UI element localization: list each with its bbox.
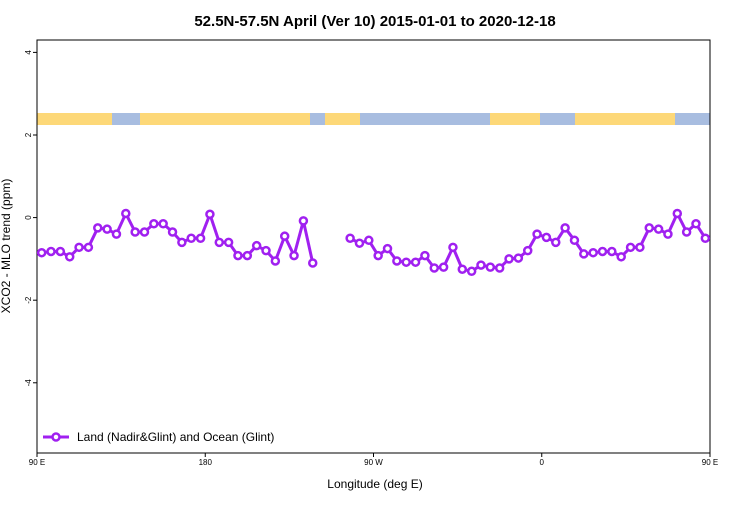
data-point (551, 237, 561, 248)
data-point (485, 262, 496, 272)
data-point (532, 229, 542, 239)
x-tick-label: 90 E (702, 458, 718, 467)
data-point (186, 233, 196, 243)
data-point (279, 231, 290, 241)
data-point (513, 253, 524, 263)
data-point (354, 238, 365, 248)
data-point (55, 246, 66, 257)
data-point (560, 223, 570, 233)
y-tick-label: -4 (24, 379, 33, 387)
data-point (36, 247, 47, 258)
y-tick-label: 4 (24, 50, 33, 55)
data-point (130, 227, 140, 237)
data-point (74, 242, 84, 253)
data-point (522, 245, 533, 256)
data-point (139, 227, 150, 237)
data-point (672, 208, 683, 219)
data-point (457, 264, 468, 274)
data-point (158, 219, 168, 229)
data-point (597, 246, 608, 257)
data-point (298, 216, 309, 226)
data-point (410, 257, 421, 267)
data-point (392, 256, 402, 266)
data-point (494, 263, 505, 273)
data-point (345, 233, 355, 243)
y-tick-label: 0 (24, 215, 33, 220)
data-point (167, 227, 178, 237)
data-point (121, 208, 131, 219)
x-tick-label: 90 E (29, 458, 45, 467)
data-point (653, 224, 664, 234)
data-point (64, 252, 75, 262)
data-point (504, 254, 514, 264)
data-point (579, 249, 589, 259)
data-point (46, 246, 56, 257)
data-point (195, 233, 206, 243)
data-point (233, 250, 243, 261)
data-point (438, 262, 449, 272)
legend-marker (51, 432, 61, 442)
data-point (102, 224, 112, 234)
data-point (214, 237, 225, 248)
data-point (382, 243, 393, 254)
chart-title: 52.5N-57.5N April (Ver 10) 2015-01-01 to… (194, 13, 555, 30)
data-point (364, 235, 374, 246)
data-point (373, 250, 383, 261)
data-point (429, 263, 440, 273)
data-point (420, 250, 430, 261)
data-point (205, 209, 215, 220)
y-tick-label: -2 (24, 296, 33, 304)
data-point (663, 229, 673, 239)
x-tick-label: 180 (199, 458, 213, 467)
data-point (223, 237, 234, 248)
data-point (307, 258, 318, 268)
data-point (635, 242, 645, 253)
data-point (700, 233, 711, 243)
data-point (149, 219, 159, 229)
data-point (691, 219, 701, 229)
data-point (588, 247, 598, 258)
y-axis-label: XCO2 - MLO trend (ppm) (0, 179, 13, 314)
x-tick-label: 90 W (364, 458, 383, 467)
data-point (251, 240, 262, 251)
data-line (41, 209, 707, 273)
data-point (466, 266, 477, 277)
data-point (616, 252, 626, 262)
data-point (289, 250, 299, 261)
data-point (83, 242, 94, 253)
data-point (401, 257, 411, 267)
x-axis-label: Longitude (deg E) (327, 477, 422, 491)
data-point (607, 246, 617, 257)
x-tick-label: 0 (540, 458, 545, 467)
data-point (541, 232, 552, 243)
data-point (270, 256, 281, 266)
data-point (93, 223, 103, 233)
data-point (644, 223, 654, 233)
data-point (681, 227, 692, 237)
data-point (177, 237, 187, 248)
land-ocean-strip (37, 113, 710, 125)
data-point (476, 260, 486, 270)
data-point (261, 245, 271, 256)
data-point (111, 229, 122, 239)
data-point (242, 250, 253, 261)
data-point (625, 242, 636, 253)
legend-label: Land (Nadir&Glint) and Ocean (Glint) (77, 430, 274, 444)
data-point (569, 235, 580, 246)
data-point (448, 242, 458, 253)
y-tick-label: 2 (24, 132, 33, 137)
